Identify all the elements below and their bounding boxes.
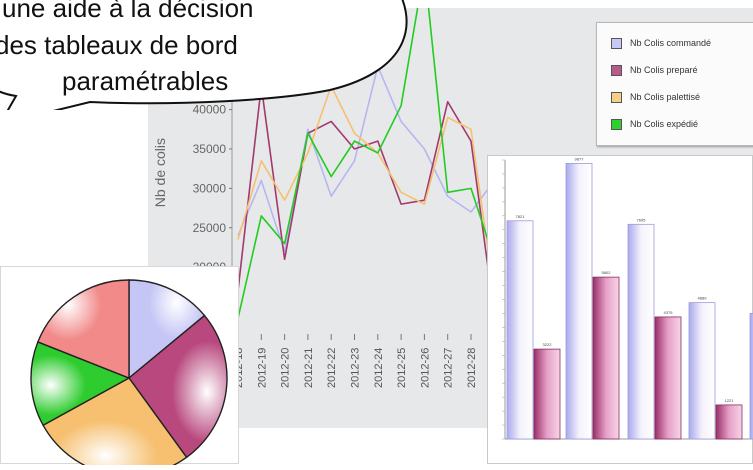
bubble-text-line3: paramétrables: [62, 66, 229, 96]
legend-swatch-expedie: [611, 118, 622, 130]
bar-chart-panel: 7821 9877 7695 4889 3222 5802 4375 1221: [487, 155, 753, 464]
bar-data-label: 7821: [516, 214, 526, 219]
bar-0-1: [565, 163, 593, 440]
x-tick-label: 2012-19: [256, 348, 268, 388]
line-series-3: [237, 0, 496, 319]
pie-slice-0: [128, 279, 206, 380]
legend-label-palettise: Nb Colis palettisé: [630, 92, 701, 102]
bar-1-2: [654, 316, 682, 440]
pie-slice-4: [36, 279, 130, 380]
pie-slice-1: [128, 314, 228, 459]
bar-data-label: 4375: [664, 310, 674, 315]
legend-label-commande: Nb Colis commandé: [630, 38, 712, 48]
line-series-2: [237, 85, 496, 295]
x-tick-label: 2012-25: [396, 348, 408, 388]
y-axis-label: Nb de colis: [152, 138, 168, 207]
x-tick-label: 2012-28: [466, 348, 478, 388]
pie-chart-panel: [0, 266, 239, 470]
y-tick-label: 35000: [193, 142, 227, 156]
bar-data-label: 5802: [602, 270, 612, 275]
x-tick-label: 2012-26: [419, 348, 431, 388]
x-tick-label: 2012-20: [280, 348, 292, 388]
legend-item-expedie: Nb Colis expédié: [611, 116, 698, 132]
bar-data-label: 4889: [698, 296, 708, 301]
line-series-1: [237, 85, 496, 315]
speech-bubble-shape: [0, 0, 408, 110]
y-tick-label: 25000: [193, 221, 227, 235]
legend-item-prepare: Nb Colis preparé: [611, 62, 698, 78]
bar-chart: 7821 9877 7695 4889 3222 5802 4375 1221: [502, 156, 753, 440]
bar-0-3: [688, 302, 716, 440]
legend-label-prepare: Nb Colis preparé: [630, 65, 698, 75]
pie-slice-3: [30, 341, 131, 427]
bar-0-0: [506, 220, 534, 440]
legend-swatch-palettise: [611, 91, 622, 103]
speech-bubble: [0, 0, 408, 110]
bar-1-1: [592, 276, 620, 440]
legend-swatch-commande: [611, 37, 622, 49]
bar-1-0: [533, 348, 561, 440]
bar-1-3: [715, 404, 743, 440]
legend-item-palettise: Nb Colis palettisé: [611, 89, 700, 105]
x-tick-label: 2012-27: [443, 348, 455, 388]
legend-swatch-prepare: [611, 64, 622, 76]
y-tick-label: 30000: [193, 181, 227, 195]
y-tick-label: 40000: [193, 103, 227, 117]
bar-data-label: 1221: [725, 398, 735, 403]
bubble-text-line1: une aide à la décision: [2, 0, 254, 23]
bar-0-4: [749, 313, 753, 440]
x-tick-label: 2012-23: [350, 348, 362, 388]
line-chart-legend: Nb Colis commandé Nb Colis preparé Nb Co…: [596, 22, 753, 146]
legend-item-commande: Nb Colis commandé: [611, 35, 711, 51]
legend-label-expedie: Nb Colis expédié: [630, 119, 699, 129]
bar-0-2: [627, 223, 655, 440]
bubble-text-line2: des tableaux de bord: [0, 30, 238, 60]
x-tick-label: 2012-24: [373, 348, 385, 388]
x-tick-label: 2012-21: [303, 348, 315, 388]
bar-data-label: 7695: [637, 217, 647, 222]
bar-data-label: 9877: [575, 156, 585, 161]
x-tick-label: 2012-22: [326, 348, 338, 388]
bar-data-label: 3222: [543, 342, 553, 347]
pie-chart: [30, 279, 228, 470]
